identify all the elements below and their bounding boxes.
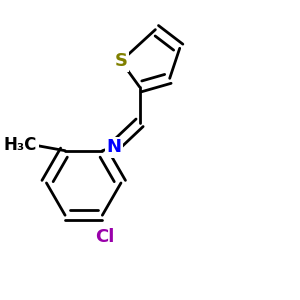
Text: S: S xyxy=(115,52,128,70)
Text: Cl: Cl xyxy=(95,228,115,246)
Text: N: N xyxy=(106,138,121,156)
Text: H₃C: H₃C xyxy=(4,136,37,154)
